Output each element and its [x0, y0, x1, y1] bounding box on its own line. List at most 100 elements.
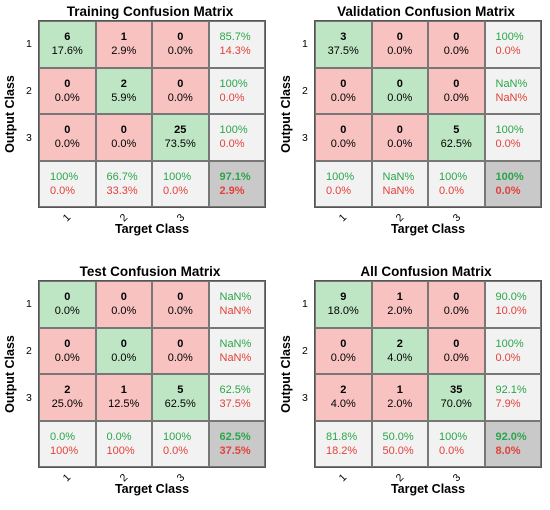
matrix-cell: 2 5.9%: [95, 67, 152, 114]
cell-count: 0: [64, 337, 71, 350]
overall-error: 2.9%: [219, 184, 245, 197]
cell-count: 2: [120, 77, 127, 90]
matrix-cell: 1 2.0%: [371, 374, 428, 421]
column-summary-cell: NaN% NaN%: [371, 160, 428, 207]
column-correct-rate: 100%: [50, 170, 79, 183]
row-correct-rate: 100%: [495, 124, 524, 137]
matrix-grid: 0 0.0% 0 0.0% 0 0.0% NaN% NaN% 0 0.0% 0 0.0% 0 0.0% Na…: [38, 280, 266, 468]
overall-summary-cell: 92.0% 8.0%: [484, 420, 541, 467]
overall-accuracy: 92.0%: [495, 430, 527, 443]
matrix-cell: 2 25.0%: [39, 374, 96, 421]
cell-percent: 0.0%: [111, 138, 137, 151]
column-correct-rate: 81.8%: [326, 430, 358, 443]
column-error-rate: 0.0%: [163, 444, 189, 457]
cell-percent: 5.9%: [111, 91, 137, 104]
matrix-cell: 0 0.0%: [428, 67, 485, 114]
x-axis-label: Target Class: [114, 482, 190, 496]
matrix-cell: 0 0.0%: [428, 281, 485, 328]
column-correct-rate: 100%: [439, 430, 468, 443]
cell-percent: 0.0%: [443, 45, 469, 58]
matrix-cell: 1 2.0%: [371, 281, 428, 328]
cell-count: 1: [120, 31, 127, 44]
cell-count: 0: [177, 31, 184, 44]
row-error-rate: 37.5%: [219, 398, 251, 411]
matrix-cell: 0 0.0%: [39, 327, 96, 374]
y-axis-label: Output Class: [279, 335, 293, 413]
column-error-rate: 0.0%: [439, 444, 465, 457]
cell-percent: 0.0%: [111, 305, 137, 318]
y-tick-label: 2: [26, 84, 32, 97]
cell-count: 2: [340, 384, 347, 397]
row-correct-rate: 100%: [495, 337, 524, 350]
cell-percent: 0.0%: [54, 305, 80, 318]
column-correct-rate: 66.7%: [106, 170, 138, 183]
row-summary-cell: 100% 0.0%: [484, 21, 541, 68]
chart-title: Training Confusion Matrix: [66, 4, 234, 19]
column-error-rate: 33.3%: [106, 184, 138, 197]
overall-accuracy: 62.5%: [219, 430, 251, 443]
matrix-cell: 0 0.0%: [152, 67, 209, 114]
y-tick-label: 1: [302, 297, 308, 310]
cell-percent: 2.0%: [387, 305, 413, 318]
cell-percent: 0.0%: [54, 351, 80, 364]
x-axis-label: Target Class: [390, 482, 466, 496]
row-summary-cell: NaN% NaN%: [484, 67, 541, 114]
matrix-cell: 2 4.0%: [371, 327, 428, 374]
y-tick-label: 2: [26, 344, 32, 357]
matrix-cell: 0 0.0%: [152, 327, 209, 374]
test-confusion-matrix: Test Confusion Matrix 0 0.0% 0 0.0% 0 0.0% NaN%…: [0, 260, 270, 510]
cell-percent: 70.0%: [440, 398, 472, 411]
column-error-rate: 0.0%: [50, 184, 76, 197]
cell-count: 0: [120, 337, 127, 350]
cell-count: 1: [396, 384, 403, 397]
matrix-cell: 0 0.0%: [315, 114, 372, 161]
y-tick-label: 3: [26, 391, 32, 404]
y-tick-label: 3: [302, 391, 308, 404]
cell-count: 0: [177, 291, 184, 304]
column-correct-rate: 100%: [163, 430, 192, 443]
cell-count: 5: [453, 124, 460, 137]
cell-percent: 0.0%: [167, 45, 193, 58]
column-summary-cell: 100% 0.0%: [39, 160, 96, 207]
cell-percent: 25.0%: [51, 398, 83, 411]
cell-count: 0: [453, 291, 460, 304]
cell-percent: 0.0%: [167, 91, 193, 104]
column-error-rate: 0.0%: [439, 184, 465, 197]
cell-count: 0: [177, 337, 184, 350]
row-correct-rate: NaN%: [219, 291, 252, 304]
row-summary-cell: 92.1% 7.9%: [484, 374, 541, 421]
column-error-rate: NaN%: [382, 184, 415, 197]
matrix-cell: 0 0.0%: [315, 67, 372, 114]
column-summary-cell: 100% 0.0%: [315, 160, 372, 207]
cell-percent: 0.0%: [387, 45, 413, 58]
cell-percent: 0.0%: [330, 138, 356, 151]
all-confusion-matrix: All Confusion Matrix 9 18.0% 1 2.0% 0 0.0% 90.0…: [276, 260, 546, 510]
column-error-rate: 0.0%: [163, 184, 189, 197]
cell-count: 6: [64, 31, 71, 44]
row-error-rate: NaN%: [495, 91, 528, 104]
matrix-cell: 0 0.0%: [95, 327, 152, 374]
column-summary-cell: 0.0% 100%: [95, 420, 152, 467]
y-tick-label: 3: [302, 131, 308, 144]
column-correct-rate: NaN%: [382, 170, 415, 183]
cell-percent: 4.0%: [330, 398, 356, 411]
matrix-cell: 5 62.5%: [152, 374, 209, 421]
cell-count: 2: [64, 384, 71, 397]
column-error-rate: 100%: [50, 444, 79, 457]
cell-count: 0: [396, 31, 403, 44]
overall-summary-cell: 97.1% 2.9%: [208, 160, 265, 207]
matrix-cell: 0 0.0%: [152, 281, 209, 328]
cell-count: 35: [450, 384, 463, 397]
cell-percent: 0.0%: [111, 351, 137, 364]
matrix-cell: 0 0.0%: [39, 114, 96, 161]
cell-count: 9: [340, 291, 347, 304]
matrix-cell: 1 2.9%: [95, 21, 152, 68]
cell-percent: 0.0%: [54, 138, 80, 151]
matrix-cell: 9 18.0%: [315, 281, 372, 328]
column-correct-rate: 50.0%: [382, 430, 414, 443]
row-correct-rate: 85.7%: [219, 31, 251, 44]
row-error-rate: 0.0%: [495, 138, 521, 151]
cell-count: 1: [396, 291, 403, 304]
matrix-cell: 35 70.0%: [428, 374, 485, 421]
chart-title: All Confusion Matrix: [360, 264, 492, 279]
